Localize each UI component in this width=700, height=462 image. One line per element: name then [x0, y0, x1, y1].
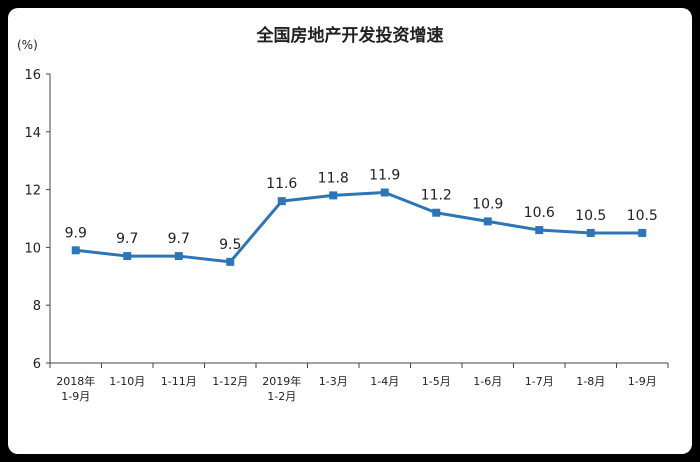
x-tick-label: 1-4月: [370, 375, 399, 388]
data-label: 9.7: [168, 231, 190, 247]
data-label: 9.5: [219, 237, 241, 253]
x-tick-label: 2019年: [262, 374, 301, 388]
x-tick-label: 1-2月: [267, 390, 296, 403]
data-point-marker: [535, 226, 544, 235]
y-tick-label: 8: [33, 299, 41, 314]
x-tick-label: 1-9月: [61, 390, 90, 403]
x-tick-label: 1-5月: [422, 375, 451, 388]
data-point-marker: [174, 252, 183, 261]
data-point-marker: [329, 191, 338, 200]
data-label: 10.6: [524, 205, 555, 221]
x-tick-label: 1-10月: [109, 375, 145, 388]
x-tick-label: 1-11月: [161, 375, 197, 388]
y-tick-label: 12: [24, 184, 41, 199]
x-tick-label: 1-7月: [525, 375, 554, 388]
plot-area: 6 8 10 12 14 16 2018年 1-9月 1-10月 1-11月 1-12月 2019年 1…: [24, 68, 669, 403]
chart-title: 全国房地产开发投资增速: [256, 25, 444, 46]
x-tick-label: 2018年: [56, 374, 95, 388]
data-label: 10.5: [575, 208, 606, 224]
x-tick-label: 1-3月: [319, 375, 348, 388]
data-label: 11.2: [421, 188, 452, 204]
line-chart: 全国房地产开发投资增速 (%) 6 8 10 12 14 16 2018年 1-9月 1-10月…: [17, 25, 669, 403]
x-tick-label: 1-9月: [628, 375, 657, 388]
data-label: 11.6: [266, 176, 297, 192]
x-tick-label: 1-6月: [473, 375, 502, 388]
y-tick-label: 10: [24, 241, 41, 256]
data-label: 10.5: [627, 208, 658, 224]
data-label: 9.9: [65, 225, 87, 241]
data-point-marker: [226, 257, 235, 266]
data-label: 10.9: [472, 196, 503, 212]
data-label: 9.7: [116, 231, 138, 247]
data-point-marker: [71, 246, 80, 255]
y-tick-label: 16: [24, 68, 41, 83]
y-unit-label: (%): [17, 38, 38, 52]
series-line: [75, 190, 643, 264]
data-point-marker: [483, 217, 492, 226]
data-point-marker: [380, 188, 389, 197]
data-point-marker: [432, 208, 441, 217]
data-point-marker: [277, 197, 286, 206]
y-tick-label: 6: [33, 357, 41, 372]
data-point-marker: [123, 252, 132, 261]
data-point-marker: [586, 228, 595, 237]
chart-frame: 全国房地产开发投资增速 (%) 6 8 10 12 14 16 2018年 1-9月 1-10月…: [8, 8, 692, 454]
data-label: 11.9: [369, 167, 400, 183]
x-tick-label: 1-8月: [576, 375, 605, 388]
x-tick-label: 1-12月: [212, 375, 248, 388]
data-point-marker: [638, 228, 647, 237]
data-label: 11.8: [318, 170, 349, 186]
y-tick-label: 14: [24, 126, 41, 141]
